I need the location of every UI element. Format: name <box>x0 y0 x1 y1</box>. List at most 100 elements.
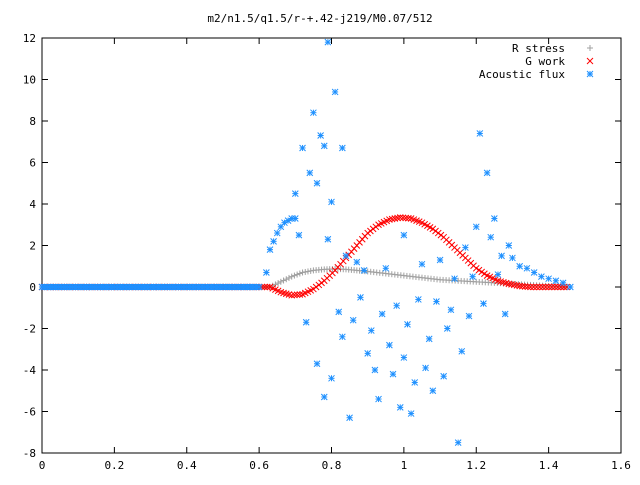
data-point <box>400 354 408 361</box>
x-tick-label: 1.6 <box>611 459 631 472</box>
legend-label: G work <box>525 55 565 68</box>
legend-marker <box>586 57 594 65</box>
data-point <box>559 279 567 287</box>
data-point <box>386 216 393 223</box>
data-point <box>328 198 335 206</box>
data-point <box>328 374 335 382</box>
data-point <box>277 278 284 285</box>
data-point <box>516 282 524 290</box>
x-tick-label: 1 <box>401 459 408 472</box>
data-point <box>288 291 296 299</box>
data-point <box>542 283 549 291</box>
data-point <box>554 283 562 291</box>
data-point <box>407 410 415 417</box>
data-point <box>283 276 290 283</box>
data-point <box>454 439 462 446</box>
data-point <box>405 214 412 222</box>
data-point <box>272 281 279 288</box>
data-point <box>357 294 364 301</box>
data-point <box>296 291 304 298</box>
data-point <box>510 281 518 289</box>
data-point <box>291 272 298 279</box>
data-point <box>545 275 552 283</box>
data-point <box>425 335 433 343</box>
data-point <box>331 88 339 96</box>
data-point <box>324 38 332 46</box>
data-point <box>378 310 386 318</box>
data-point <box>494 271 502 278</box>
data-point <box>443 325 451 332</box>
data-point <box>364 350 372 357</box>
data-point <box>393 302 400 310</box>
data-point <box>487 233 495 241</box>
x-tick-label: 1.4 <box>539 459 559 472</box>
data-point <box>263 269 270 276</box>
y-tick-label: 6 <box>29 157 36 170</box>
data-point <box>508 281 515 288</box>
data-point <box>302 318 310 326</box>
data-point <box>285 274 292 281</box>
data-point <box>396 214 404 221</box>
data-point <box>527 283 534 291</box>
y-tick-label: -2 <box>23 323 36 336</box>
data-point <box>306 169 314 177</box>
data-point <box>388 215 396 223</box>
data-point <box>266 246 274 254</box>
data-point <box>273 229 281 237</box>
data-point <box>295 231 303 239</box>
y-tick-label: 10 <box>23 74 36 87</box>
data-point <box>458 347 466 355</box>
data-point <box>530 269 538 276</box>
data-point <box>411 379 419 386</box>
data-point <box>320 393 328 401</box>
data-point <box>310 109 317 117</box>
data-point <box>483 169 491 177</box>
data-point <box>367 327 375 334</box>
x-tick-label: 1.2 <box>466 459 486 472</box>
data-point <box>566 283 574 291</box>
data-point <box>462 244 469 251</box>
data-point <box>552 277 560 285</box>
y-tick-label: 12 <box>23 32 36 45</box>
legend-marker <box>586 70 594 78</box>
data-point <box>299 269 306 276</box>
legend-marker <box>587 45 593 51</box>
data-point <box>472 223 480 231</box>
data-point <box>490 215 498 222</box>
data-point <box>389 370 397 378</box>
data-point <box>391 215 399 222</box>
data-point <box>429 387 437 395</box>
data-point <box>402 214 410 222</box>
data-point <box>353 258 361 266</box>
data-point <box>521 283 529 290</box>
y-tick-label: -6 <box>23 406 36 419</box>
data-point <box>270 237 277 245</box>
y-tick-label: -4 <box>23 364 37 377</box>
data-point <box>551 283 559 291</box>
data-point <box>400 231 408 239</box>
data-point <box>299 144 306 152</box>
data-point <box>440 372 448 380</box>
data-point <box>539 283 546 291</box>
data-point <box>324 235 332 243</box>
data-point <box>447 306 455 314</box>
data-point <box>275 280 282 287</box>
data-point <box>524 283 532 291</box>
data-point <box>371 366 379 374</box>
data-point <box>501 310 509 318</box>
data-point <box>349 316 357 324</box>
data-point <box>339 333 346 341</box>
data-point <box>302 268 309 275</box>
data-point <box>476 130 484 137</box>
data-point <box>360 267 368 274</box>
y-tick-label: 2 <box>29 240 36 253</box>
data-point <box>335 308 343 316</box>
data-point <box>436 256 444 264</box>
chart-title: m2/n1.5/q1.5/r-+.42-j219/M0.07/512 <box>207 12 432 25</box>
data-point <box>530 283 537 291</box>
data-point <box>433 298 440 305</box>
data-point <box>422 364 429 372</box>
legend-label: R stress <box>512 42 565 55</box>
